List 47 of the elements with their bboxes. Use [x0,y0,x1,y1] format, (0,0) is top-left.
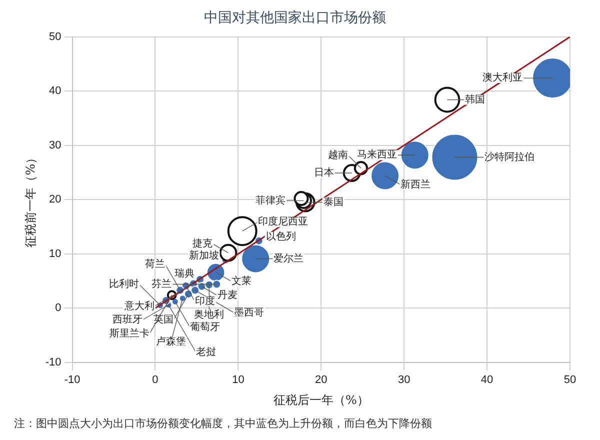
y-tick-label: 0 [55,302,62,314]
annotation: 新西兰 [400,178,431,190]
annotation: 爱尔兰 [274,252,304,264]
annotation: 澳大利亚 [482,72,523,84]
y-axis-title: 征税前一年（%） [23,152,38,248]
annotation: 荷兰 [145,258,166,270]
y-tick-label: 10 [49,248,62,260]
x-tick-label: 10 [232,374,244,386]
annotation: 卢森堡 [156,335,186,348]
annotation: 文莱 [231,274,252,287]
annotation: 以色列 [266,230,296,242]
annotation: 芬兰 [152,278,172,290]
x-tick-label: 0 [152,374,158,386]
annotation: 老挝 [196,346,216,358]
y-tick-label: 50 [49,30,62,43]
annotation: 意大利 [123,300,154,312]
annotation: 新加坡 [188,249,219,262]
annotation: 墨西哥 [234,307,264,318]
y-tick-label: 20 [49,194,62,206]
annotation: 西班牙 [112,313,143,326]
annotation: 捷克 [192,237,213,250]
y-tick-label: 40 [49,85,62,98]
x-tick-label: -10 [64,374,80,386]
annotation: 奥地利 [194,308,224,320]
annotation: 斯里兰卡 [109,328,150,340]
y-tick-label: 30 [49,139,62,152]
annotation: 丹麦 [217,289,238,302]
y-tick-label: -10 [45,356,62,368]
annotation: 沙特阿拉伯 [484,150,535,163]
annotation: 马来西亚 [356,148,397,161]
annotation: 日本 [314,166,334,179]
annotation: 比利时 [109,278,140,290]
annotation: 泰国 [323,196,344,208]
x-tick-label: 50 [564,374,576,386]
chart-title: 中国对其他国家出口市场份额 [204,10,386,26]
text: 注：图中圆点大小为出口市场份额变化幅度，其中蓝色为上升份额，而白色为下降份额 [14,416,432,431]
annotation: 越南 [328,148,348,161]
annotation: 印度 [194,295,215,308]
annotation: 葡萄牙 [190,321,220,334]
annotation: 印度尼西亚 [258,216,308,228]
x-tick-label: 30 [398,374,410,386]
x-tick-label: 20 [315,374,328,386]
x-axis-title: 征税后一年（%） [273,392,369,407]
annotation: 韩国 [465,93,486,106]
x-tick-label: 40 [480,374,494,386]
annotation: 瑞典 [174,267,194,280]
annotation: 菲律宾 [256,194,286,206]
